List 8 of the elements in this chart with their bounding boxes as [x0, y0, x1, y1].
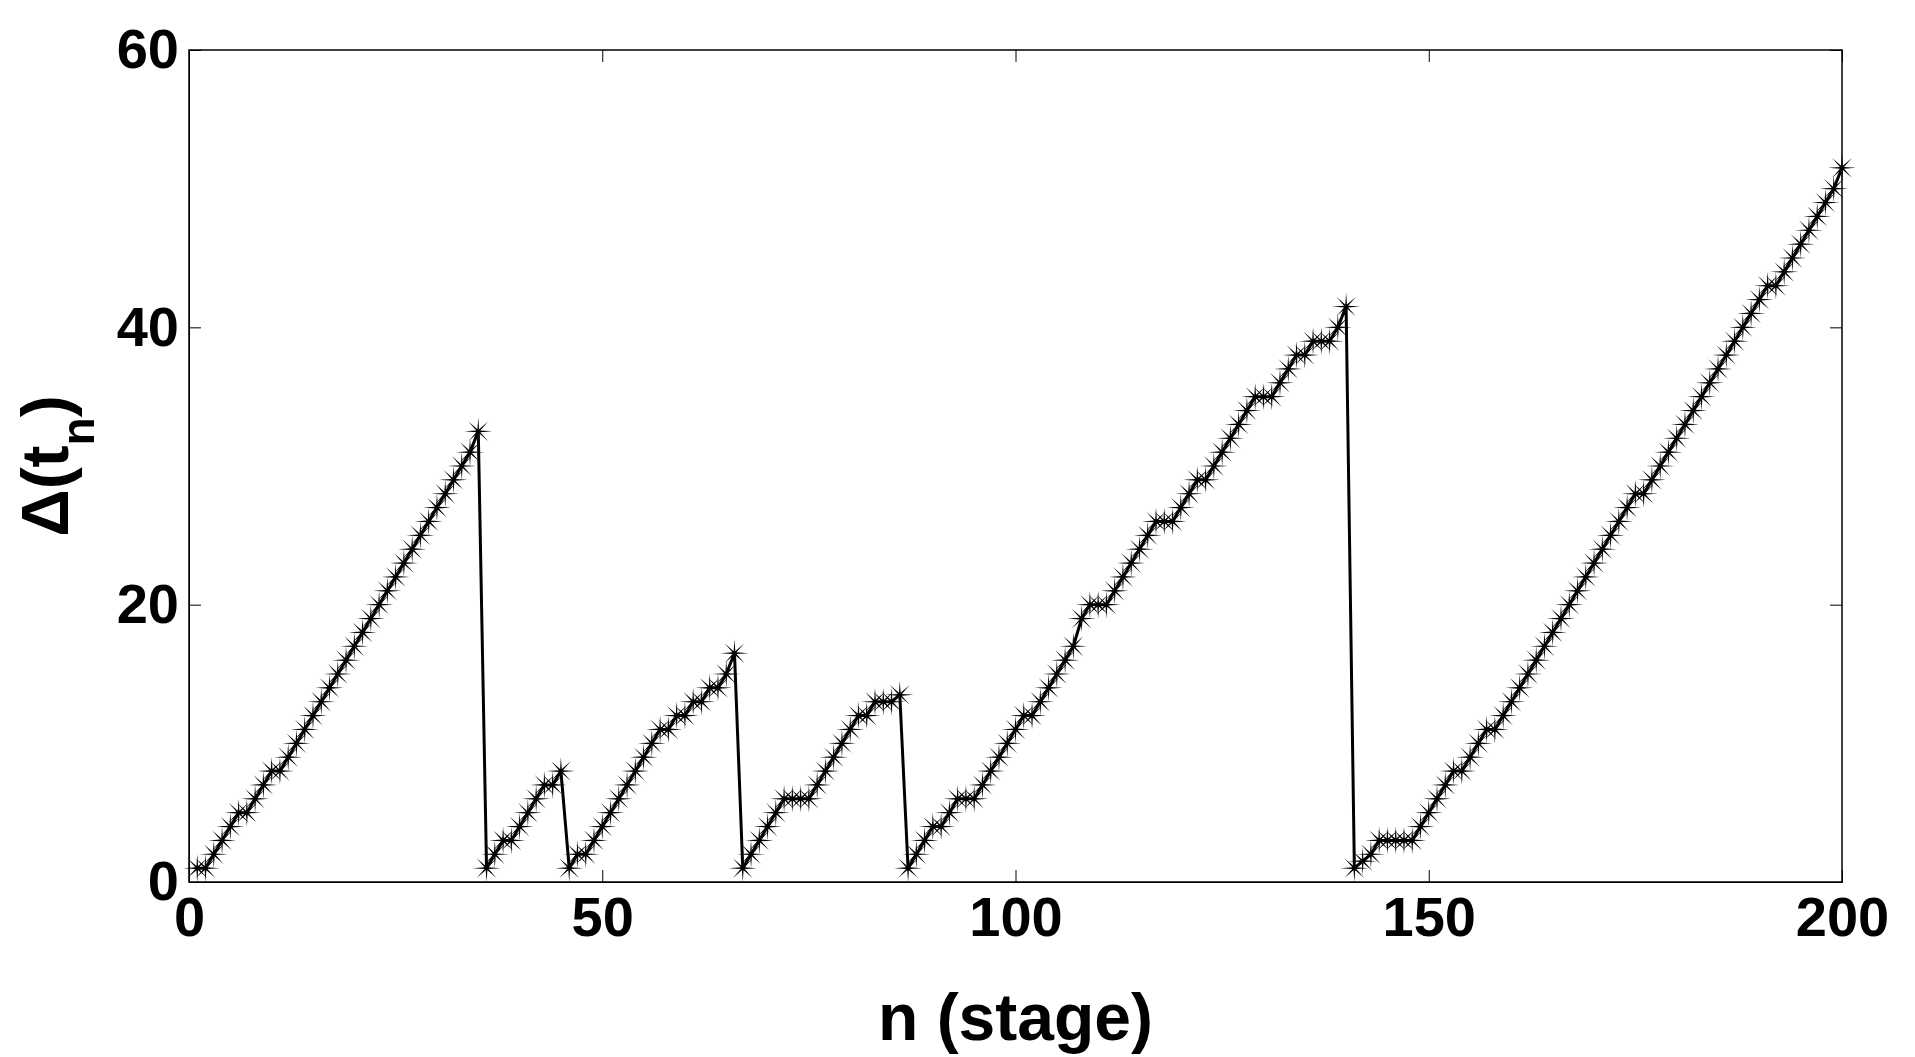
x-tick-label: 200 [1795, 884, 1890, 948]
x-tick-label: 100 [969, 884, 1063, 948]
x-axis-title: n (stage) [877, 980, 1154, 1054]
y-tick-label: 40 [116, 294, 179, 358]
y-tick-label: 60 [116, 17, 179, 81]
x-tick-label: 150 [1382, 884, 1476, 948]
x-tick-label: 50 [571, 884, 634, 948]
y-tick-label: 20 [116, 572, 179, 636]
